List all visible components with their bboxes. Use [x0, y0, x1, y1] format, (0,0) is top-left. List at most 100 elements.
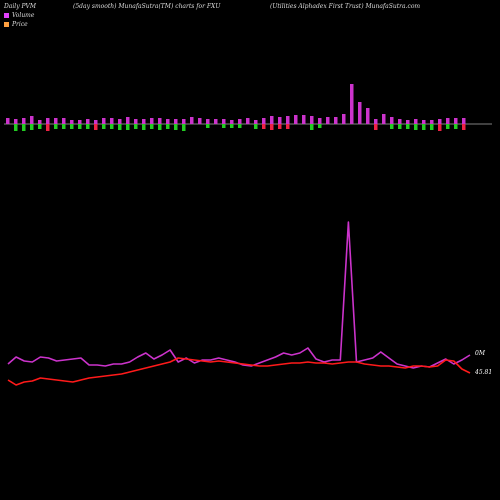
volume-bar-down [398, 124, 402, 129]
volume-bar-down [446, 124, 450, 129]
legend-price-label: Price [12, 21, 28, 28]
volume-bar-up [406, 120, 410, 124]
volume-bar-down [454, 124, 458, 129]
volume-bar-up [326, 117, 330, 124]
volume-bar-up [46, 118, 50, 124]
volume-bar-down [422, 124, 426, 130]
chart-header-center-left: (5day smooth) MunafaSutra(TM) charts for… [73, 3, 221, 10]
volume-bar-up [214, 119, 218, 124]
volume-bar-up [414, 119, 418, 124]
volume-bar-up [430, 120, 434, 124]
volume-bar-down [94, 124, 98, 130]
volume-bar-down [430, 124, 434, 130]
volume-bar-down [406, 124, 410, 129]
legend-volume-label: Volume [12, 12, 35, 19]
volume-bar-down [78, 124, 82, 129]
volume-bar-up [462, 118, 466, 124]
volume-bar-up [126, 117, 130, 124]
volume-bar-up [286, 116, 290, 124]
volume-bar-up [446, 118, 450, 124]
legend-price: Price [4, 21, 28, 28]
volume-bar-up [230, 120, 234, 124]
volume-bar-down [70, 124, 74, 129]
volume-bar-up [142, 119, 146, 124]
legend-volume: Volume [4, 12, 34, 19]
volume-bar-up [166, 119, 170, 124]
volume-bar-down [278, 124, 282, 129]
volume-bar-up [310, 116, 314, 124]
volume-bar-up [198, 118, 202, 124]
volume-bar-up [262, 118, 266, 124]
volume-bar-down [54, 124, 58, 129]
volume-bar-up [318, 118, 322, 124]
volume-bar-down [286, 124, 290, 129]
volume-bar-down [102, 124, 106, 129]
volume-bar-down [110, 124, 114, 129]
volume-bar-up [110, 118, 114, 124]
volume-bar-down [174, 124, 178, 130]
legend-volume-swatch [4, 13, 9, 18]
volume-bar-up [278, 117, 282, 124]
volume-last-label: 0M [475, 350, 485, 357]
volume-bar-up [182, 119, 186, 124]
volume-bar-up [438, 119, 442, 124]
volume-bar-up [30, 116, 34, 124]
price-last-label: 45.81 [475, 369, 493, 376]
volume-bar-down [270, 124, 274, 130]
volume-bar-down [182, 124, 186, 131]
volume-bar-down [310, 124, 314, 130]
volume-bar-down [254, 124, 258, 129]
volume-bar-down [38, 124, 42, 129]
volume-bar-down [206, 124, 210, 128]
volume-bar-down [238, 124, 242, 128]
volume-bar-up [150, 118, 154, 124]
volume-bar-down [230, 124, 234, 128]
volume-bar-down [22, 124, 26, 131]
volume-bar-up [246, 118, 250, 124]
volume-bar-up [38, 120, 42, 124]
volume-bar-down [30, 124, 34, 130]
volume-bar-down [318, 124, 322, 128]
price-line [7, 357, 471, 386]
volume-bar-down [14, 124, 18, 131]
volume-bar-up [390, 117, 394, 124]
volume-bar-up [366, 108, 370, 124]
volume-bar-down [390, 124, 394, 129]
volume-bar-down [62, 124, 66, 129]
volume-bar-up [342, 114, 346, 124]
volume-bar-up [454, 118, 458, 124]
chart-header-center-right: (Utilities Alphadex First Trust) MunafaS… [270, 3, 421, 10]
volume-bar-up [270, 116, 274, 124]
volume-bar-up [190, 117, 194, 124]
volume-bar-up [206, 119, 210, 124]
volume-bar-up [158, 118, 162, 124]
volume-bar-up [358, 102, 362, 124]
volume-bar-down [86, 124, 90, 129]
volume-bar-up [6, 118, 10, 124]
volume-bar-up [222, 119, 226, 124]
volume-bar-down [150, 124, 154, 129]
volume-bar-up [118, 119, 122, 124]
volume-bar-up [302, 115, 306, 124]
volume-bar-up [134, 119, 138, 124]
volume-bar-up [238, 119, 242, 124]
volume-bar-up [374, 119, 378, 124]
volume-bar-up [174, 119, 178, 124]
volume-bar-down [262, 124, 266, 129]
volume-bar-up [422, 120, 426, 124]
legend-price-swatch [4, 22, 9, 27]
volume-bar-down [46, 124, 50, 131]
volume-bar-up [62, 118, 66, 124]
volume-bar-down [118, 124, 122, 130]
volume-bar-up [102, 118, 106, 124]
volume-bar-down [462, 124, 466, 130]
volume-bar-up [254, 120, 258, 124]
volume-bar-down [166, 124, 170, 129]
volume-bar-up [382, 114, 386, 124]
volume-bar-up [86, 119, 90, 124]
volume-bar-down [222, 124, 226, 128]
volume-bar-down [134, 124, 138, 129]
volume-bar-up [54, 118, 58, 124]
